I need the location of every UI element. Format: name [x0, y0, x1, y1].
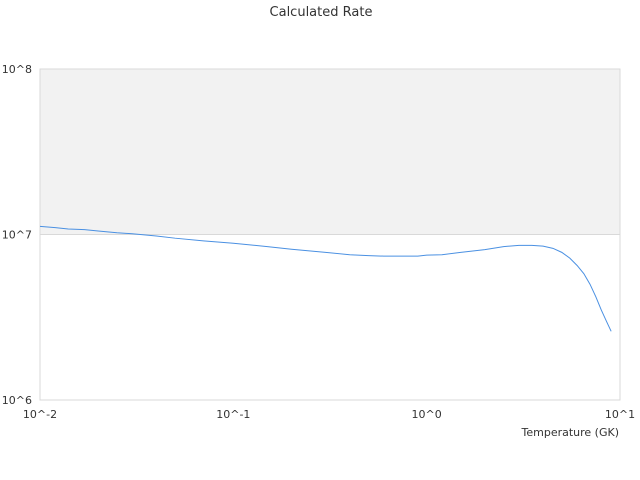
- x-tick-label: 10^-1: [216, 408, 250, 421]
- series-layer: [39, 225, 612, 332]
- y-axis-ticks: 10^6 10^7 10^8: [2, 63, 32, 407]
- y-tick-label: 10^7: [2, 229, 32, 242]
- y-tick-label: 10^6: [2, 394, 32, 407]
- series-line-0: [39, 225, 612, 332]
- x-tick-label: 10^1: [605, 408, 635, 421]
- shaded-range-band: [40, 69, 620, 235]
- x-tick-label: 10^-2: [23, 408, 57, 421]
- x-axis-label: Temperature (GK): [521, 426, 620, 439]
- x-axis-ticks: 10^-2 10^-1 10^0 10^1: [23, 408, 635, 421]
- chart-title: Calculated Rate: [270, 5, 373, 20]
- x-tick-label: 10^0: [412, 408, 442, 421]
- y-tick-label: 10^8: [2, 63, 32, 76]
- plot-area-frame: [39, 68, 621, 401]
